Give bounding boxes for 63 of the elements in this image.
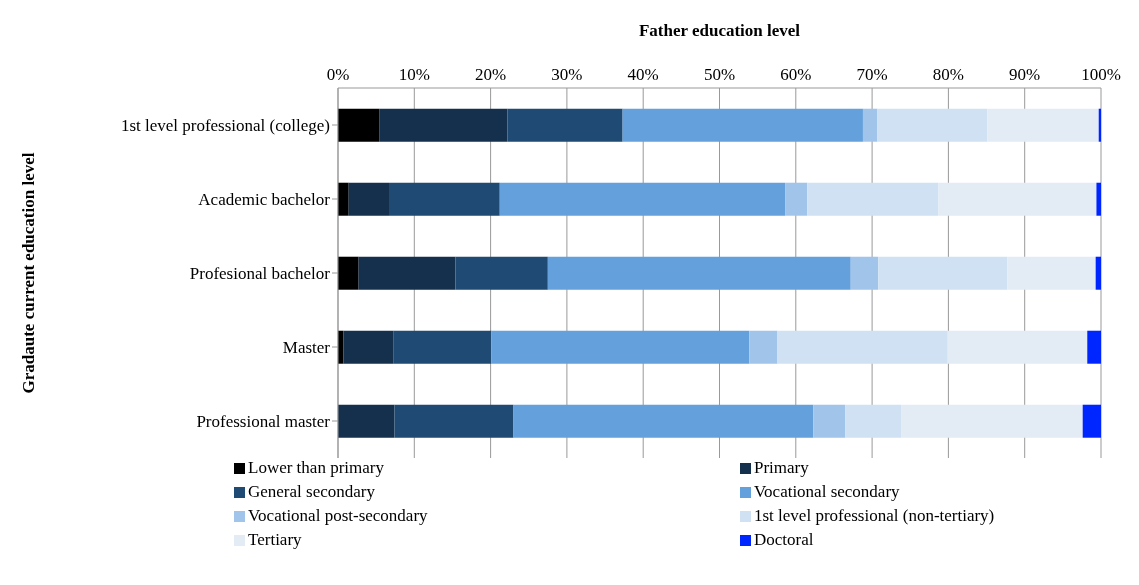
legend-label: Vocational secondary	[754, 482, 900, 502]
y-tick-label: 1st level professional (college)	[120, 116, 330, 136]
bar	[338, 108, 380, 142]
x-tick-label: 50%	[703, 65, 736, 84]
bar	[749, 330, 778, 364]
bar	[358, 256, 456, 290]
x-tick-label: 100%	[1081, 65, 1121, 84]
bar	[1007, 256, 1096, 290]
y-tick-label: Professional master	[196, 412, 331, 432]
bar	[338, 182, 349, 216]
bar	[499, 182, 786, 216]
y-tick-label: Profesional bachelor	[189, 264, 331, 284]
legend-label: Lower than primary	[248, 458, 384, 478]
bar	[987, 108, 1099, 142]
bar	[343, 330, 394, 364]
bar	[348, 182, 390, 216]
bar	[389, 182, 500, 216]
x-tick-label: 60%	[780, 65, 812, 84]
x-tick-label: 90%	[1009, 65, 1041, 84]
bar	[394, 404, 514, 438]
bar	[1096, 182, 1101, 216]
x-tick-label: 70%	[856, 65, 888, 84]
x-tick-label: 10%	[398, 65, 430, 84]
legend-label: General secondary	[248, 482, 375, 502]
legend-label: 1st level professional (non-tertiary)	[754, 506, 995, 526]
bar	[878, 256, 1008, 290]
x-tick-label: 40%	[627, 65, 659, 84]
legend-label: Tertiary	[248, 530, 302, 550]
x-tick-label: 30%	[551, 65, 583, 84]
bar	[507, 108, 623, 142]
legend-label: Primary	[754, 458, 809, 478]
bar	[1095, 256, 1101, 290]
x-tick-label: 80%	[932, 65, 964, 84]
bar	[491, 330, 750, 364]
y-axis-title: Gradaute current education level	[19, 152, 39, 394]
bar	[938, 182, 1097, 216]
bar	[947, 330, 1088, 364]
bar	[850, 256, 879, 290]
bar	[379, 108, 508, 142]
legend-label: Vocational post-secondary	[248, 506, 428, 526]
y-tick-label: Academic bachelor	[198, 190, 331, 210]
x-tick-label: 20%	[475, 65, 507, 84]
bar	[455, 256, 548, 290]
bar	[785, 182, 808, 216]
y-tick-label: Master	[282, 338, 331, 358]
bar	[1087, 330, 1101, 364]
bar	[877, 108, 988, 142]
bar	[1082, 404, 1101, 438]
bar	[338, 404, 395, 438]
bar	[338, 256, 359, 290]
bar	[777, 330, 948, 364]
bar	[807, 182, 939, 216]
x-tick-label: 0%	[326, 65, 350, 84]
bar	[513, 404, 814, 438]
bar	[845, 404, 902, 438]
bar	[547, 256, 851, 290]
bar	[393, 330, 492, 364]
x-axis-title: Father education level	[638, 21, 801, 40]
legend-label: Doctoral	[754, 530, 814, 550]
bar	[862, 108, 878, 142]
bar	[813, 404, 846, 438]
bar	[622, 108, 863, 142]
bar	[901, 404, 1083, 438]
